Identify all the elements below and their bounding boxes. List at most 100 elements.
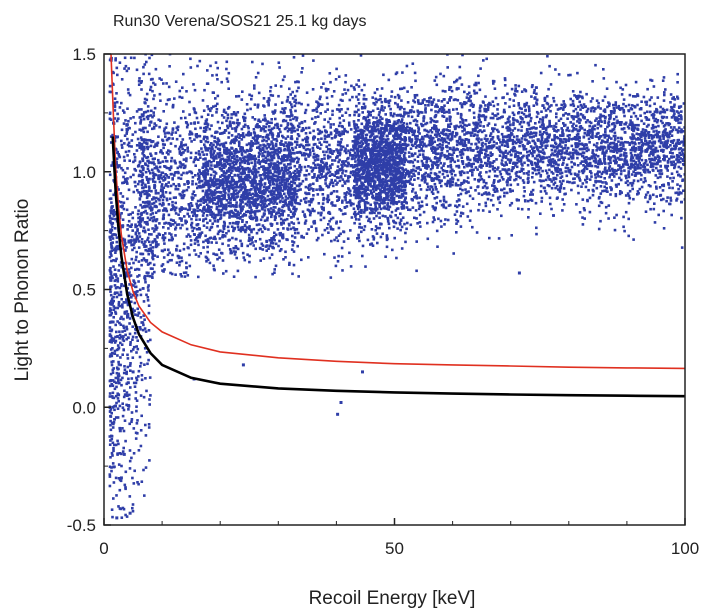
scatter-point [216,66,219,70]
scatter-point [239,149,243,153]
scatter-point [150,251,154,254]
scatter-point [111,347,114,350]
scatter-point [140,238,144,241]
scatter-point [218,126,221,130]
scatter-point [154,211,158,214]
scatter-point [118,452,122,455]
scatter-point [518,122,522,126]
scatter-point [442,133,446,136]
scatter-point [443,176,446,179]
scatter-point [642,95,646,99]
scatter-point [261,139,264,143]
scatter-point [146,109,150,113]
scatter-point [270,210,273,214]
scatter-point [437,217,440,221]
scatter-point [650,162,653,165]
scatter-point [665,155,668,158]
scatter-point [360,129,364,132]
scatter-point [328,155,332,159]
scatter-point [140,108,143,111]
scatter-point [124,439,127,443]
scatter-point [247,168,251,172]
scatter-point [650,79,654,82]
scatter-point [268,239,271,242]
scatter-point [206,196,210,199]
scatter-point [166,98,170,102]
scatter-point [298,166,301,169]
scatter-point [354,160,357,163]
scatter-point [333,129,337,133]
scatter-point [200,115,204,119]
scatter-point [251,60,254,64]
scatter-point [527,208,530,211]
scatter-point [148,274,152,278]
scatter-point [571,156,575,160]
scatter-point [127,67,130,70]
scatter-point [432,151,435,154]
scatter-point [190,221,194,225]
scatter-point [445,184,449,188]
scatter-point [459,142,462,146]
scatter-point [547,160,551,164]
scatter-point [451,180,454,184]
scatter-point [592,143,596,147]
scatter-point [204,168,207,172]
scatter-point [272,197,276,201]
scatter-point [185,171,188,175]
scatter-point [256,209,259,213]
scatter-point [399,147,403,150]
scatter-point [334,179,337,182]
scatter-point [459,121,462,124]
scatter-point [319,112,322,115]
scatter-point [636,103,639,107]
scatter-point [109,408,113,411]
scatter-point [448,181,451,184]
scatter-point [145,271,149,274]
scatter-point [413,152,417,155]
scatter-point [535,145,538,148]
scatter-point [320,175,324,179]
scatter-point [569,97,572,101]
scatter-point [153,270,156,274]
scatter-point [468,131,471,135]
scatter-point [356,193,359,196]
scatter-point [151,227,154,230]
scatter-point [176,128,180,132]
scatter-point [258,187,262,191]
scatter-point [158,222,161,225]
scatter-point [169,271,172,275]
scatter-point [508,120,511,123]
scatter-point [205,120,208,123]
scatter-point [116,112,119,116]
scatter-point [410,143,414,147]
scatter-point [479,105,483,108]
scatter-point [121,506,125,510]
scatter-point [148,403,151,406]
scatter-point [271,144,275,148]
scatter-point [442,195,446,199]
scatter-point [140,414,143,418]
scatter-point [681,152,685,156]
scatter-point [393,141,396,145]
scatter-point [133,469,136,473]
scatter-point [131,325,134,328]
scatter-point [679,153,683,156]
scatter-point [602,77,606,80]
scatter-point [459,112,463,116]
scatter-point [548,105,551,108]
scatter-point [578,100,581,104]
scatter-point [399,212,402,215]
scatter-point [157,209,160,213]
scatter-point [385,118,388,121]
scatter-point [536,162,540,166]
scatter-point [267,133,270,137]
scatter-point [143,363,146,366]
scatter-point [664,88,667,91]
scatter-point [582,156,586,160]
scatter-point [256,106,260,109]
scatter-point [648,160,652,164]
scatter-point [182,171,185,175]
scatter-point [400,87,404,90]
scatter-point [186,123,190,127]
scatter-point [244,230,247,234]
